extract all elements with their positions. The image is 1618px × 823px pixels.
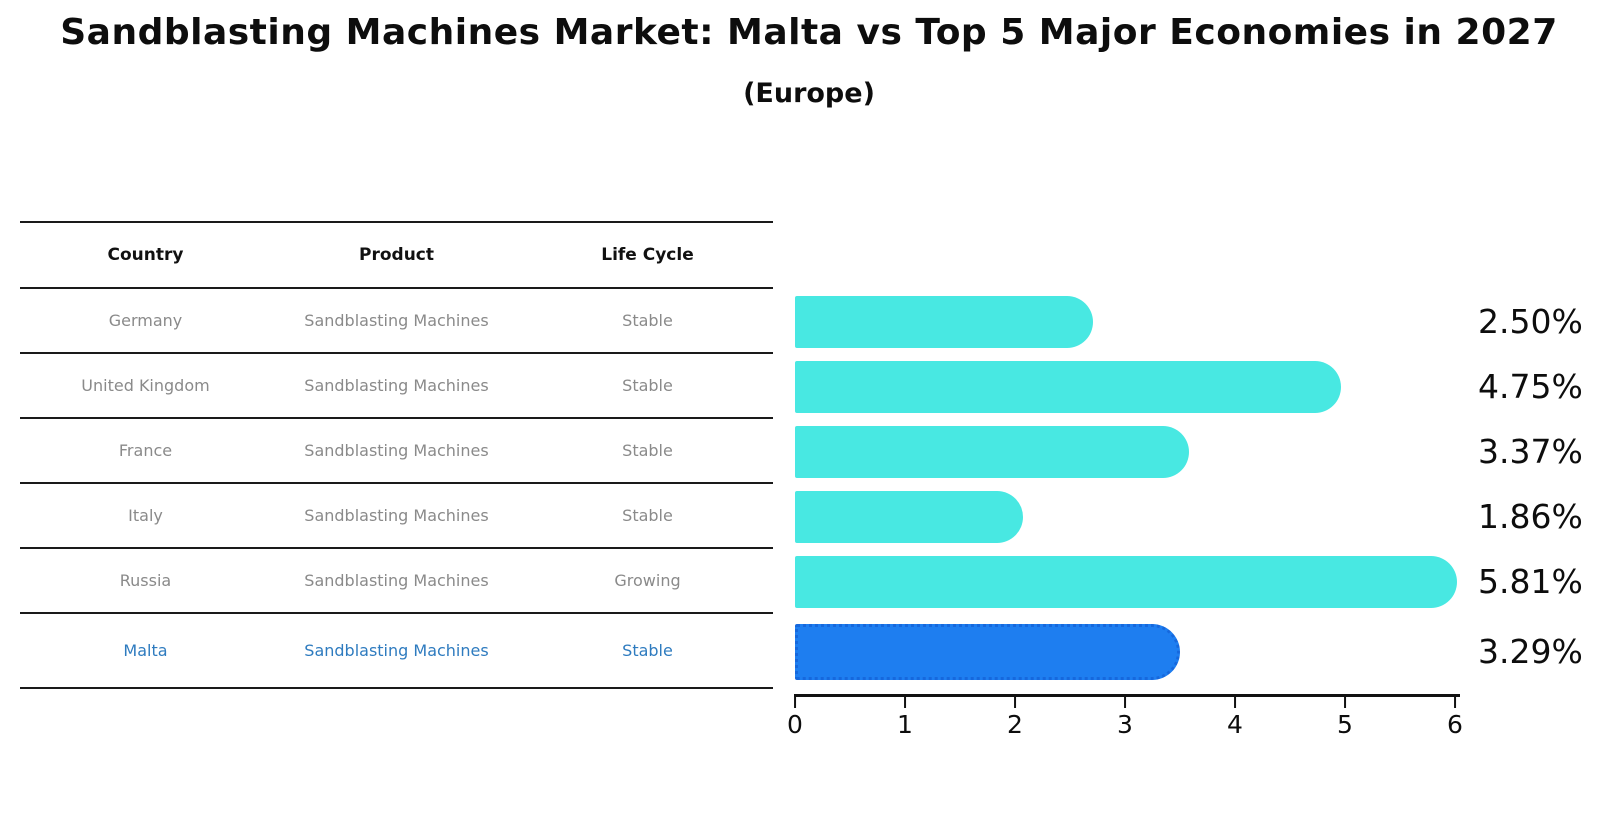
bar-highlighted-malta [795, 623, 1180, 680]
tick-mark [1344, 697, 1346, 708]
value-label: 1.86% [1478, 497, 1583, 536]
bar-france [795, 425, 1189, 478]
bar-germany [795, 295, 1093, 348]
value-label: 4.75% [1478, 367, 1583, 406]
table-cell-product: Sandblasting Machines [304, 376, 489, 395]
value-label: 2.50% [1478, 302, 1583, 341]
tick-mark [1234, 697, 1236, 708]
bar-row [795, 484, 1458, 549]
tick-mark [904, 697, 906, 708]
tick-mark [1124, 697, 1126, 708]
table-cell-life_cycle: Stable [622, 311, 673, 330]
x-axis-tick: 3 [1117, 697, 1133, 739]
table-row-russia: Russia Sandblasting Machines Growing [20, 549, 773, 614]
table-cell-life_cycle: Stable [622, 441, 673, 460]
value-label-row: 5.81% [1478, 549, 1608, 614]
bar-row [795, 289, 1458, 354]
data-table: Country Product Life Cycle Germany Sandbl… [20, 221, 773, 689]
tick-mark [1014, 697, 1016, 708]
table-row-italy: Italy Sandblasting Machines Stable [20, 484, 773, 549]
tick-label: 2 [1007, 710, 1023, 739]
x-axis-tick: 2 [1007, 697, 1023, 739]
tick-label: 1 [897, 710, 913, 739]
table-row-malta: Malta Sandblasting Machines Stable [20, 614, 773, 689]
table-cell-product: Sandblasting Machines [304, 571, 489, 590]
bar-row [795, 419, 1458, 484]
tick-label: 6 [1447, 710, 1463, 739]
table-cell-country: Russia [119, 571, 172, 590]
tick-mark [794, 697, 796, 708]
table-row-france: France Sandblasting Machines Stable [20, 419, 773, 484]
table-row-germany: Germany Sandblasting Machines Stable [20, 289, 773, 354]
bar-row [795, 614, 1458, 689]
table-cell-product: Sandblasting Machines [304, 506, 489, 525]
x-axis-tick: 5 [1337, 697, 1353, 739]
tick-label: 3 [1117, 710, 1133, 739]
table-cell-life_cycle: Growing [614, 571, 681, 590]
header-cell-lifecycle: Life Cycle [601, 245, 694, 265]
table-cell-life_cycle: Stable [622, 641, 673, 660]
tick-label: 0 [787, 710, 803, 739]
table-cell-life_cycle: Stable [622, 506, 673, 525]
table-cell-country: Malta [123, 641, 168, 660]
bar-italy [795, 490, 1023, 543]
value-label: 3.29% [1478, 632, 1583, 671]
table-cell-country: Italy [128, 506, 163, 525]
x-axis-tick: 6 [1447, 697, 1463, 739]
x-axis-tick: 0 [787, 697, 803, 739]
header-cell-product: Product [359, 245, 434, 265]
value-label-row: 4.75% [1478, 354, 1608, 419]
bar-row [795, 549, 1458, 614]
tick-mark [1454, 697, 1456, 708]
table-cell-country: France [118, 441, 173, 460]
value-label-row: 3.29% [1478, 614, 1608, 689]
value-label-row: 2.50% [1478, 289, 1608, 354]
chart-subtitle: (Europe) [743, 78, 875, 109]
table-cell-product: Sandblasting Machines [304, 641, 489, 660]
value-labels: 2.50% 4.75% 3.37% 1.86% 5.81% 3.29% [1478, 289, 1608, 689]
tick-label: 5 [1337, 710, 1353, 739]
tick-label: 4 [1227, 710, 1243, 739]
table-row-united-kingdom: United Kingdom Sandblasting Machines Stabl… [20, 354, 773, 419]
x-axis-tick: 1 [897, 697, 913, 739]
table-cell-country: United Kingdom [81, 376, 210, 395]
bar-united-kingdom [795, 360, 1341, 413]
table-header-row: Country Product Life Cycle [20, 223, 773, 289]
table-cell-life_cycle: Stable [622, 376, 673, 395]
x-axis: 0 1 2 3 4 5 6 [787, 694, 1463, 739]
value-label-row: 1.86% [1478, 484, 1608, 549]
bar-russia [795, 555, 1458, 608]
table-cell-product: Sandblasting Machines [304, 311, 489, 330]
bar-row [795, 354, 1458, 419]
value-label: 3.37% [1478, 432, 1583, 471]
bar-chart [795, 289, 1458, 689]
header-cell-country: Country [107, 245, 184, 265]
table-cell-country: Germany [108, 311, 183, 330]
value-label: 5.81% [1478, 562, 1583, 601]
x-axis-tick: 4 [1227, 697, 1243, 739]
value-label-row: 3.37% [1478, 419, 1608, 484]
table-cell-product: Sandblasting Machines [304, 441, 489, 460]
chart-title: Sandblasting Machines Market: Malta vs T… [60, 12, 1558, 53]
